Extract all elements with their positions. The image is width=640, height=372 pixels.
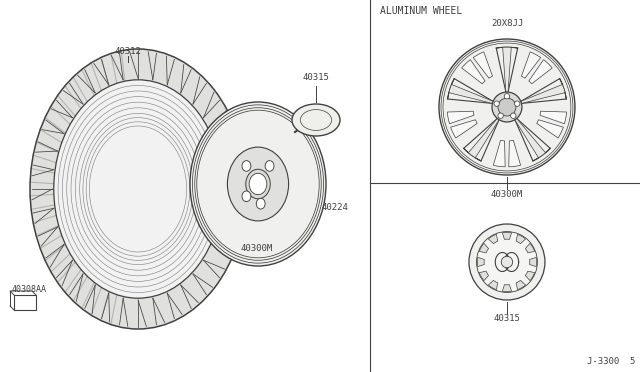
Polygon shape	[479, 243, 488, 253]
Text: ALUMINUM WHEEL: ALUMINUM WHEEL	[380, 6, 462, 16]
Text: 40300M: 40300M	[491, 190, 523, 199]
Text: 40308AA: 40308AA	[12, 285, 47, 294]
Polygon shape	[515, 118, 550, 161]
Circle shape	[515, 101, 520, 106]
Text: 40224: 40224	[322, 203, 349, 212]
Polygon shape	[464, 118, 499, 161]
Polygon shape	[521, 78, 566, 103]
Ellipse shape	[246, 169, 270, 199]
Polygon shape	[493, 140, 505, 167]
Polygon shape	[502, 232, 511, 239]
Polygon shape	[461, 60, 485, 84]
Polygon shape	[502, 285, 511, 292]
Polygon shape	[522, 52, 541, 78]
Circle shape	[498, 98, 516, 116]
Ellipse shape	[296, 122, 307, 130]
Polygon shape	[451, 120, 477, 138]
Text: J-3300  5: J-3300 5	[587, 357, 635, 366]
Ellipse shape	[265, 161, 274, 171]
Polygon shape	[488, 234, 498, 244]
Polygon shape	[516, 280, 525, 290]
Polygon shape	[447, 78, 493, 103]
Polygon shape	[537, 120, 563, 138]
Polygon shape	[529, 60, 552, 84]
Circle shape	[492, 92, 522, 122]
Circle shape	[498, 113, 503, 118]
Circle shape	[477, 232, 538, 292]
Text: 40315: 40315	[493, 314, 520, 323]
Ellipse shape	[292, 104, 340, 136]
Polygon shape	[447, 111, 474, 124]
Circle shape	[501, 256, 513, 268]
Polygon shape	[473, 52, 493, 78]
Ellipse shape	[54, 80, 222, 298]
Polygon shape	[488, 280, 498, 290]
Polygon shape	[540, 111, 566, 124]
Bar	[14, 295, 36, 310]
Ellipse shape	[249, 173, 267, 195]
Ellipse shape	[242, 161, 251, 171]
Circle shape	[469, 224, 545, 300]
Circle shape	[504, 93, 509, 99]
Polygon shape	[525, 271, 534, 280]
Polygon shape	[530, 257, 536, 267]
Polygon shape	[525, 243, 534, 253]
Polygon shape	[477, 257, 484, 267]
Polygon shape	[30, 49, 246, 329]
Ellipse shape	[256, 198, 265, 209]
Circle shape	[494, 101, 499, 106]
Polygon shape	[479, 271, 488, 280]
Bar	[16, 297, 34, 308]
Text: 40312: 40312	[115, 47, 141, 56]
Circle shape	[511, 113, 516, 118]
Polygon shape	[496, 47, 518, 92]
Text: 40315: 40315	[303, 73, 330, 82]
Text: 20X8JJ: 20X8JJ	[491, 19, 523, 28]
Text: 40300M: 40300M	[241, 244, 273, 253]
Polygon shape	[516, 234, 525, 244]
Ellipse shape	[190, 102, 326, 266]
Ellipse shape	[227, 147, 289, 221]
Circle shape	[439, 39, 575, 175]
Polygon shape	[509, 140, 520, 167]
Ellipse shape	[242, 191, 251, 202]
